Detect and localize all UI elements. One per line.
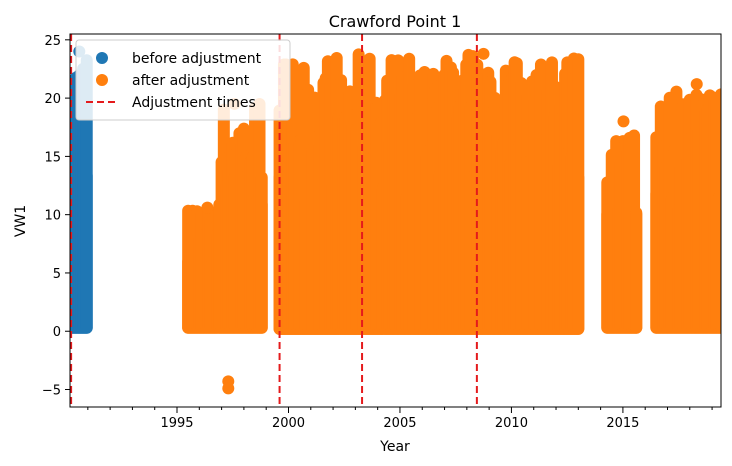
series-peak-point [477,47,490,60]
x-tick-label: 1995 [160,416,193,431]
y-tick-label: 20 [44,92,61,107]
series-marker-column [715,88,721,334]
y-tick-label: 10 [44,209,61,224]
outlier-point [222,382,235,395]
series-peak-point [690,78,703,91]
legend-label: after adjustment [132,73,250,89]
series-marker-column [572,53,585,335]
series-peak-point [201,201,214,214]
x-tick-label: 2005 [383,416,416,431]
y-tick-label: 25 [44,34,61,49]
legend-label: Adjustment times [132,95,256,111]
series-marker-column [80,54,93,334]
plot-frame [69,33,722,408]
y-axis-label: VW1 [13,205,29,237]
legend-marker [96,74,108,86]
adjustment-lines [70,34,478,407]
series-marker-column [630,206,643,334]
legend-label: before adjustment [132,51,262,67]
data-layer [70,45,721,395]
x-tick-label: 2015 [606,416,639,431]
series-before [70,45,93,334]
chart-title: Crawford Point 1 [329,12,462,31]
y-tick-label: 5 [53,267,61,282]
y-tick-label: 15 [44,150,61,165]
series-peak-point [617,115,630,128]
y-tick-label: −5 [42,384,61,399]
legend: before adjustment after adjustment Adjustm… [75,39,291,121]
series-after [182,47,721,395]
legend-box [75,39,291,121]
x-axis: 1995 2000 2005 2010 2015 [87,407,713,431]
x-axis-label: Year [379,439,410,455]
y-axis: −5 0 5 10 15 20 25 [42,34,70,399]
y-tick-label: 0 [53,325,61,340]
x-tick-label: 2010 [495,416,528,431]
series-marker-column [255,171,268,334]
x-tick-label: 2000 [272,416,305,431]
legend-marker [96,52,108,64]
